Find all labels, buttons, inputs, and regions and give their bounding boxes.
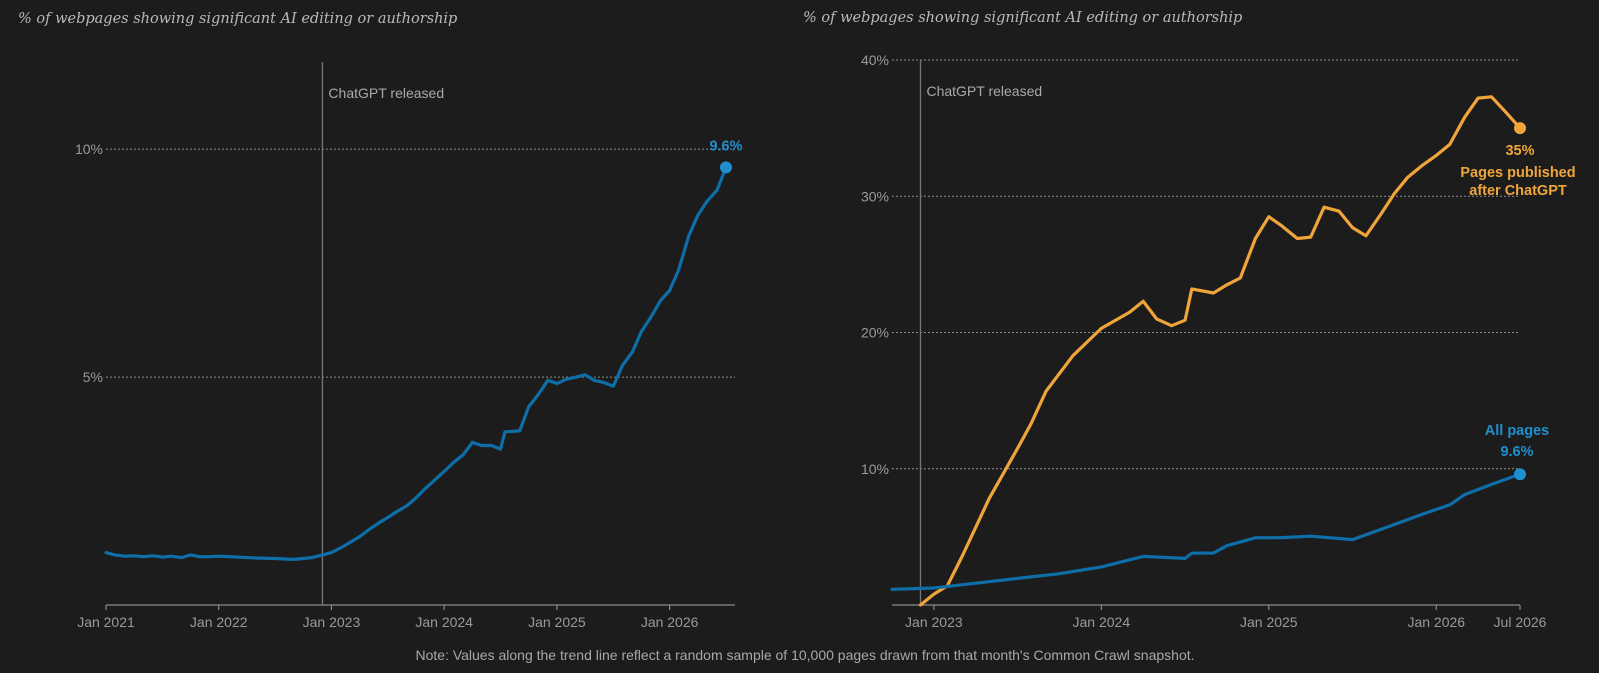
footnote: Note: Values along the trend line reflec… [415,647,1194,663]
series-line-after-chatgpt [918,95,1522,607]
x-tick-label: Jan 2023 [905,614,963,630]
chatgpt-release-label: ChatGPT released [328,85,444,101]
y-tick-label: 20% [861,325,889,341]
series-label: All pages [1485,423,1549,439]
y-tick-label: 10% [861,461,889,477]
right-chart-subtitle: % of webpages showing significant AI edi… [803,10,1242,26]
series-label: Pages published [1460,165,1575,181]
x-tick-label: Jan 2025 [1240,614,1298,630]
x-tick-label: Jan 2023 [303,614,361,630]
end-value-label: 35% [1505,143,1534,159]
x-tick-label: Jan 2022 [190,614,248,630]
series-line-all-pages [890,472,1522,591]
left-chart-subtitle: % of webpages showing significant AI edi… [18,11,457,27]
y-tick-label: 30% [861,188,889,204]
x-tick-label: Jan 2026 [1407,614,1465,630]
end-value-label: 9.6% [1500,444,1533,460]
series-endpoint-after-chatgpt [1514,122,1526,135]
left-chart: 10% 5% Jan 2021 Jan 2022 Jan 2023 Jan 2024 Jan… [75,62,743,630]
series-label: after ChatGPT [1469,183,1567,199]
y-tick-label: 40% [861,52,889,68]
right-chart: 40% 30% 20% 10% Jan 2023 Jan 2024 Jan 2025 Jan … [861,52,1576,630]
series-endpoint-all-pages [1514,468,1526,481]
y-tick-label: 10% [75,141,103,157]
x-tick-label: Jan 2024 [415,614,473,630]
x-tick-label: Jan 2026 [641,614,699,630]
x-tick-label: Jan 2021 [77,614,135,630]
x-tick-label: Jul 2026 [1494,614,1547,630]
x-tick-label: Jan 2025 [528,614,586,630]
chatgpt-release-label: ChatGPT released [926,83,1042,99]
series-endpoint-all-pages [719,161,732,174]
x-tick-label: Jan 2024 [1073,614,1131,630]
end-value-label: 9.6% [709,138,742,154]
series-line-all-pages [104,165,728,561]
y-tick-label: 5% [83,369,103,385]
